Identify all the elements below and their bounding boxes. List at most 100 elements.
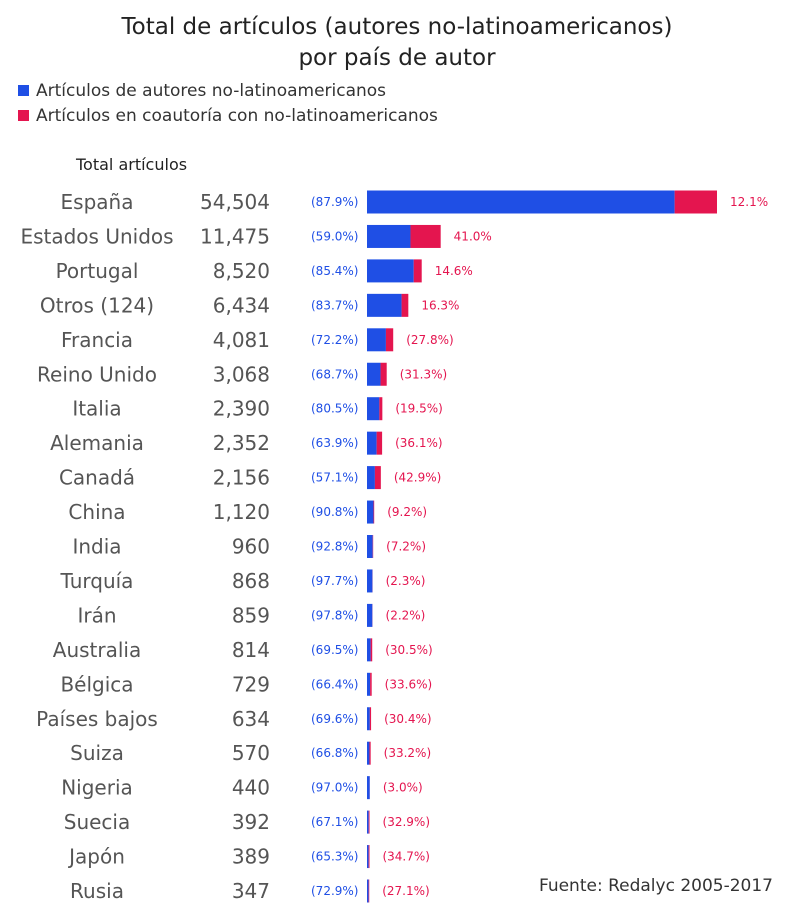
- country-label: Alemania: [50, 431, 144, 455]
- blue-bar: [367, 569, 373, 593]
- country-label: Nigeria: [61, 776, 133, 800]
- chart-rows: España 54,504 (87.9%) 12.1% Estados Unidos 11…: [20, 190, 768, 903]
- chart-title: Total de artículos (autores no-latinoame…: [121, 14, 673, 40]
- total-label: 4,081: [213, 328, 270, 352]
- blue-percent-label: (68.7%): [311, 367, 358, 381]
- country-label: Bélgica: [60, 672, 133, 696]
- blue-percent-label: (59.0%): [311, 229, 358, 243]
- total-label: 11,475: [200, 224, 270, 248]
- blue-bar: [367, 535, 373, 558]
- chart-subtitle: por país de autor: [298, 45, 496, 71]
- chart-row: Japón 389 (65.3%) (34.7%): [67, 845, 430, 869]
- total-label: 859: [232, 603, 270, 627]
- red-bar: [369, 741, 371, 765]
- blue-percent-label: (67.1%): [311, 815, 358, 829]
- red-percent-label: (2.2%): [386, 608, 426, 622]
- blue-percent-label: (92.8%): [311, 540, 358, 554]
- chart-row: Rusia 347 (72.9%) (27.1%): [70, 879, 430, 903]
- chart-row: Turquía 868 (97.7%) (2.3%): [60, 569, 426, 593]
- blue-percent-label: (97.0%): [311, 781, 358, 795]
- total-label: 960: [232, 535, 270, 559]
- blue-bar: [367, 845, 369, 869]
- red-percent-label: (19.5%): [395, 402, 442, 416]
- red-bar: [374, 466, 381, 490]
- blue-percent-label: (80.5%): [311, 402, 358, 416]
- blue-percent-label: (69.5%): [311, 643, 358, 657]
- total-label: 868: [232, 569, 270, 593]
- total-articles-header: Total artículos: [75, 155, 187, 174]
- legend-swatch-series-1: [18, 85, 29, 96]
- red-bar: [413, 259, 422, 283]
- red-bar: [368, 810, 370, 834]
- blue-bar: [367, 190, 675, 214]
- chart-row: Reino Unido 3,068 (68.7%) (31.3%): [37, 362, 447, 386]
- country-label: Portugal: [56, 259, 139, 283]
- red-percent-label: (36.1%): [395, 436, 442, 450]
- red-percent-label: (30.5%): [385, 643, 432, 657]
- red-bar: [368, 879, 370, 903]
- country-label: Suecia: [64, 810, 130, 834]
- chart-row: Estados Unidos 11,475 (59.0%) 41.0%: [20, 224, 491, 248]
- blue-bar: [367, 776, 370, 800]
- red-bar: [373, 500, 375, 524]
- chart-row: Irán 859 (97.8%) (2.2%): [77, 603, 425, 627]
- blue-percent-label: (97.7%): [311, 574, 358, 588]
- blue-percent-label: (90.8%): [311, 505, 358, 519]
- chart-row: Países bajos 634 (69.6%) (30.4%): [36, 707, 431, 731]
- blue-percent-label: (63.9%): [311, 436, 358, 450]
- total-label: 8,520: [213, 259, 270, 283]
- red-percent-label: (27.8%): [406, 333, 453, 347]
- red-percent-label: (34.7%): [382, 850, 429, 864]
- blue-bar: [367, 603, 373, 627]
- total-label: 814: [232, 638, 270, 662]
- red-percent-label: (3.0%): [383, 781, 423, 795]
- red-percent-label: (27.1%): [382, 884, 429, 898]
- red-percent-label: (30.4%): [384, 712, 431, 726]
- blue-percent-label: (72.2%): [311, 333, 358, 347]
- chart-row: China 1,120 (90.8%) (9.2%): [68, 500, 427, 524]
- chart-row: Alemania 2,352 (63.9%) (36.1%): [50, 431, 442, 455]
- blue-bar: [367, 397, 380, 421]
- legend-label-series-1: Artículos de autores no-latinoamericanos: [36, 81, 386, 101]
- blue-bar: [367, 879, 369, 903]
- red-percent-label: (32.9%): [383, 815, 430, 829]
- red-percent-label: (7.2%): [386, 540, 426, 554]
- country-label: Otros (124): [40, 293, 154, 317]
- blue-bar: [367, 431, 377, 455]
- chart-row: Suecia 392 (67.1%) (32.9%): [64, 810, 430, 834]
- total-label: 440: [232, 776, 270, 800]
- red-percent-label: (42.9%): [394, 471, 441, 485]
- country-label: Suiza: [70, 741, 124, 765]
- blue-percent-label: (83.7%): [311, 298, 358, 312]
- total-label: 6,434: [213, 293, 270, 317]
- blue-percent-label: (66.4%): [311, 677, 358, 691]
- blue-percent-label: (85.4%): [311, 264, 358, 278]
- total-label: 2,156: [213, 466, 270, 490]
- blue-bar: [367, 707, 370, 731]
- chart-row: Otros (124) 6,434 (83.7%) 16.3%: [40, 293, 460, 317]
- total-label: 347: [232, 879, 270, 903]
- country-label: Australia: [53, 638, 141, 662]
- total-label: 2,352: [213, 431, 270, 455]
- blue-bar: [367, 362, 381, 386]
- blue-bar: [367, 672, 371, 696]
- country-label: China: [68, 500, 125, 524]
- chart-row: Bélgica 729 (66.4%) (33.6%): [60, 672, 432, 696]
- blue-bar: [367, 500, 374, 524]
- red-bar: [410, 224, 441, 248]
- blue-percent-label: (72.9%): [311, 884, 358, 898]
- total-label: 389: [232, 845, 270, 869]
- total-label: 729: [232, 672, 270, 696]
- red-bar: [376, 431, 383, 455]
- total-label: 2,390: [213, 397, 270, 421]
- chart-row: Suiza 570 (66.8%) (33.2%): [70, 741, 431, 765]
- red-bar: [368, 845, 370, 869]
- total-label: 392: [232, 810, 270, 834]
- blue-percent-label: (66.8%): [311, 746, 358, 760]
- total-label: 54,504: [200, 190, 270, 214]
- country-label: Reino Unido: [37, 362, 157, 386]
- country-label: Irán: [77, 603, 116, 627]
- chart-row: España 54,504 (87.9%) 12.1%: [61, 190, 769, 214]
- blue-bar: [367, 741, 370, 765]
